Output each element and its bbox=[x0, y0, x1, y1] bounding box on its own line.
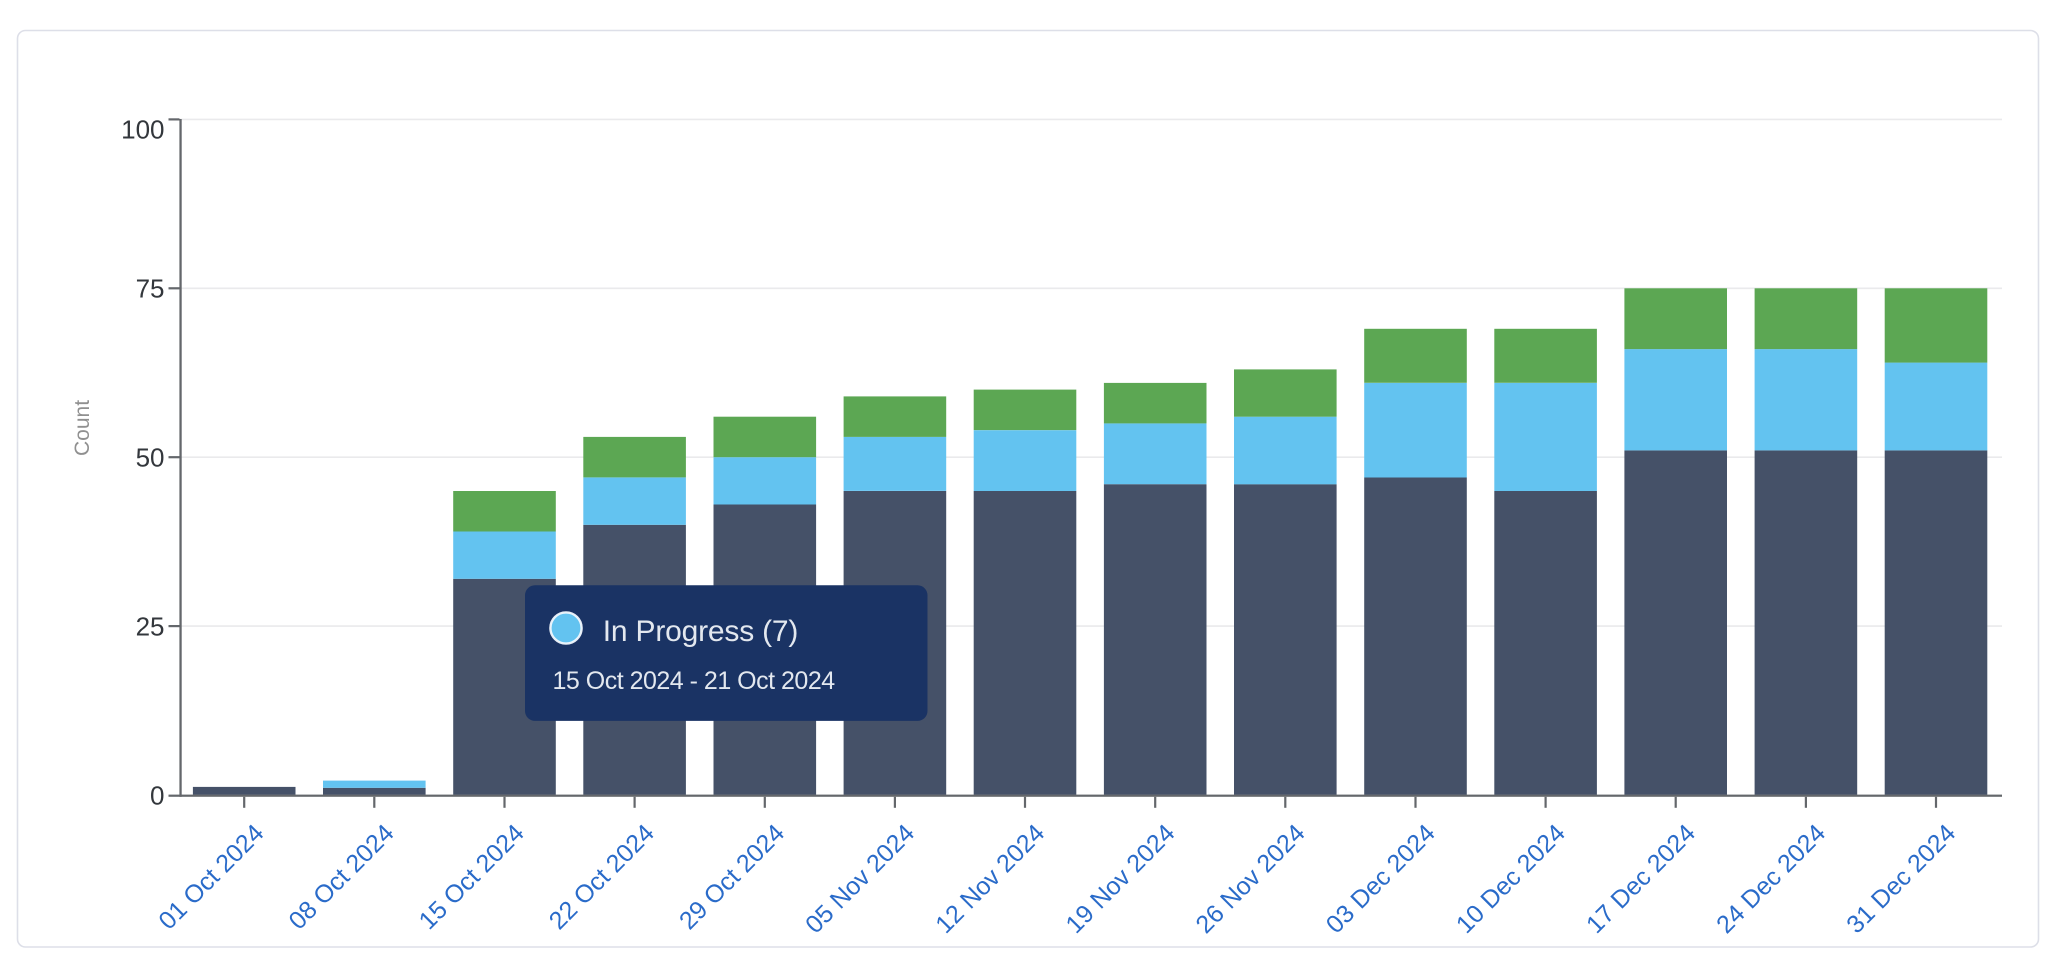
svg-text:15 Oct 2024 - 21 Oct 2024: 15 Oct 2024 - 21 Oct 2024 bbox=[553, 667, 836, 695]
svg-text:100: 100 bbox=[121, 114, 164, 144]
svg-text:0: 0 bbox=[150, 780, 164, 810]
svg-text:25: 25 bbox=[136, 611, 165, 641]
svg-text:Count: Count bbox=[71, 400, 94, 456]
svg-text:75: 75 bbox=[136, 274, 165, 304]
svg-text:50: 50 bbox=[136, 443, 165, 473]
svg-text:In Progress (7): In Progress (7) bbox=[603, 615, 798, 648]
